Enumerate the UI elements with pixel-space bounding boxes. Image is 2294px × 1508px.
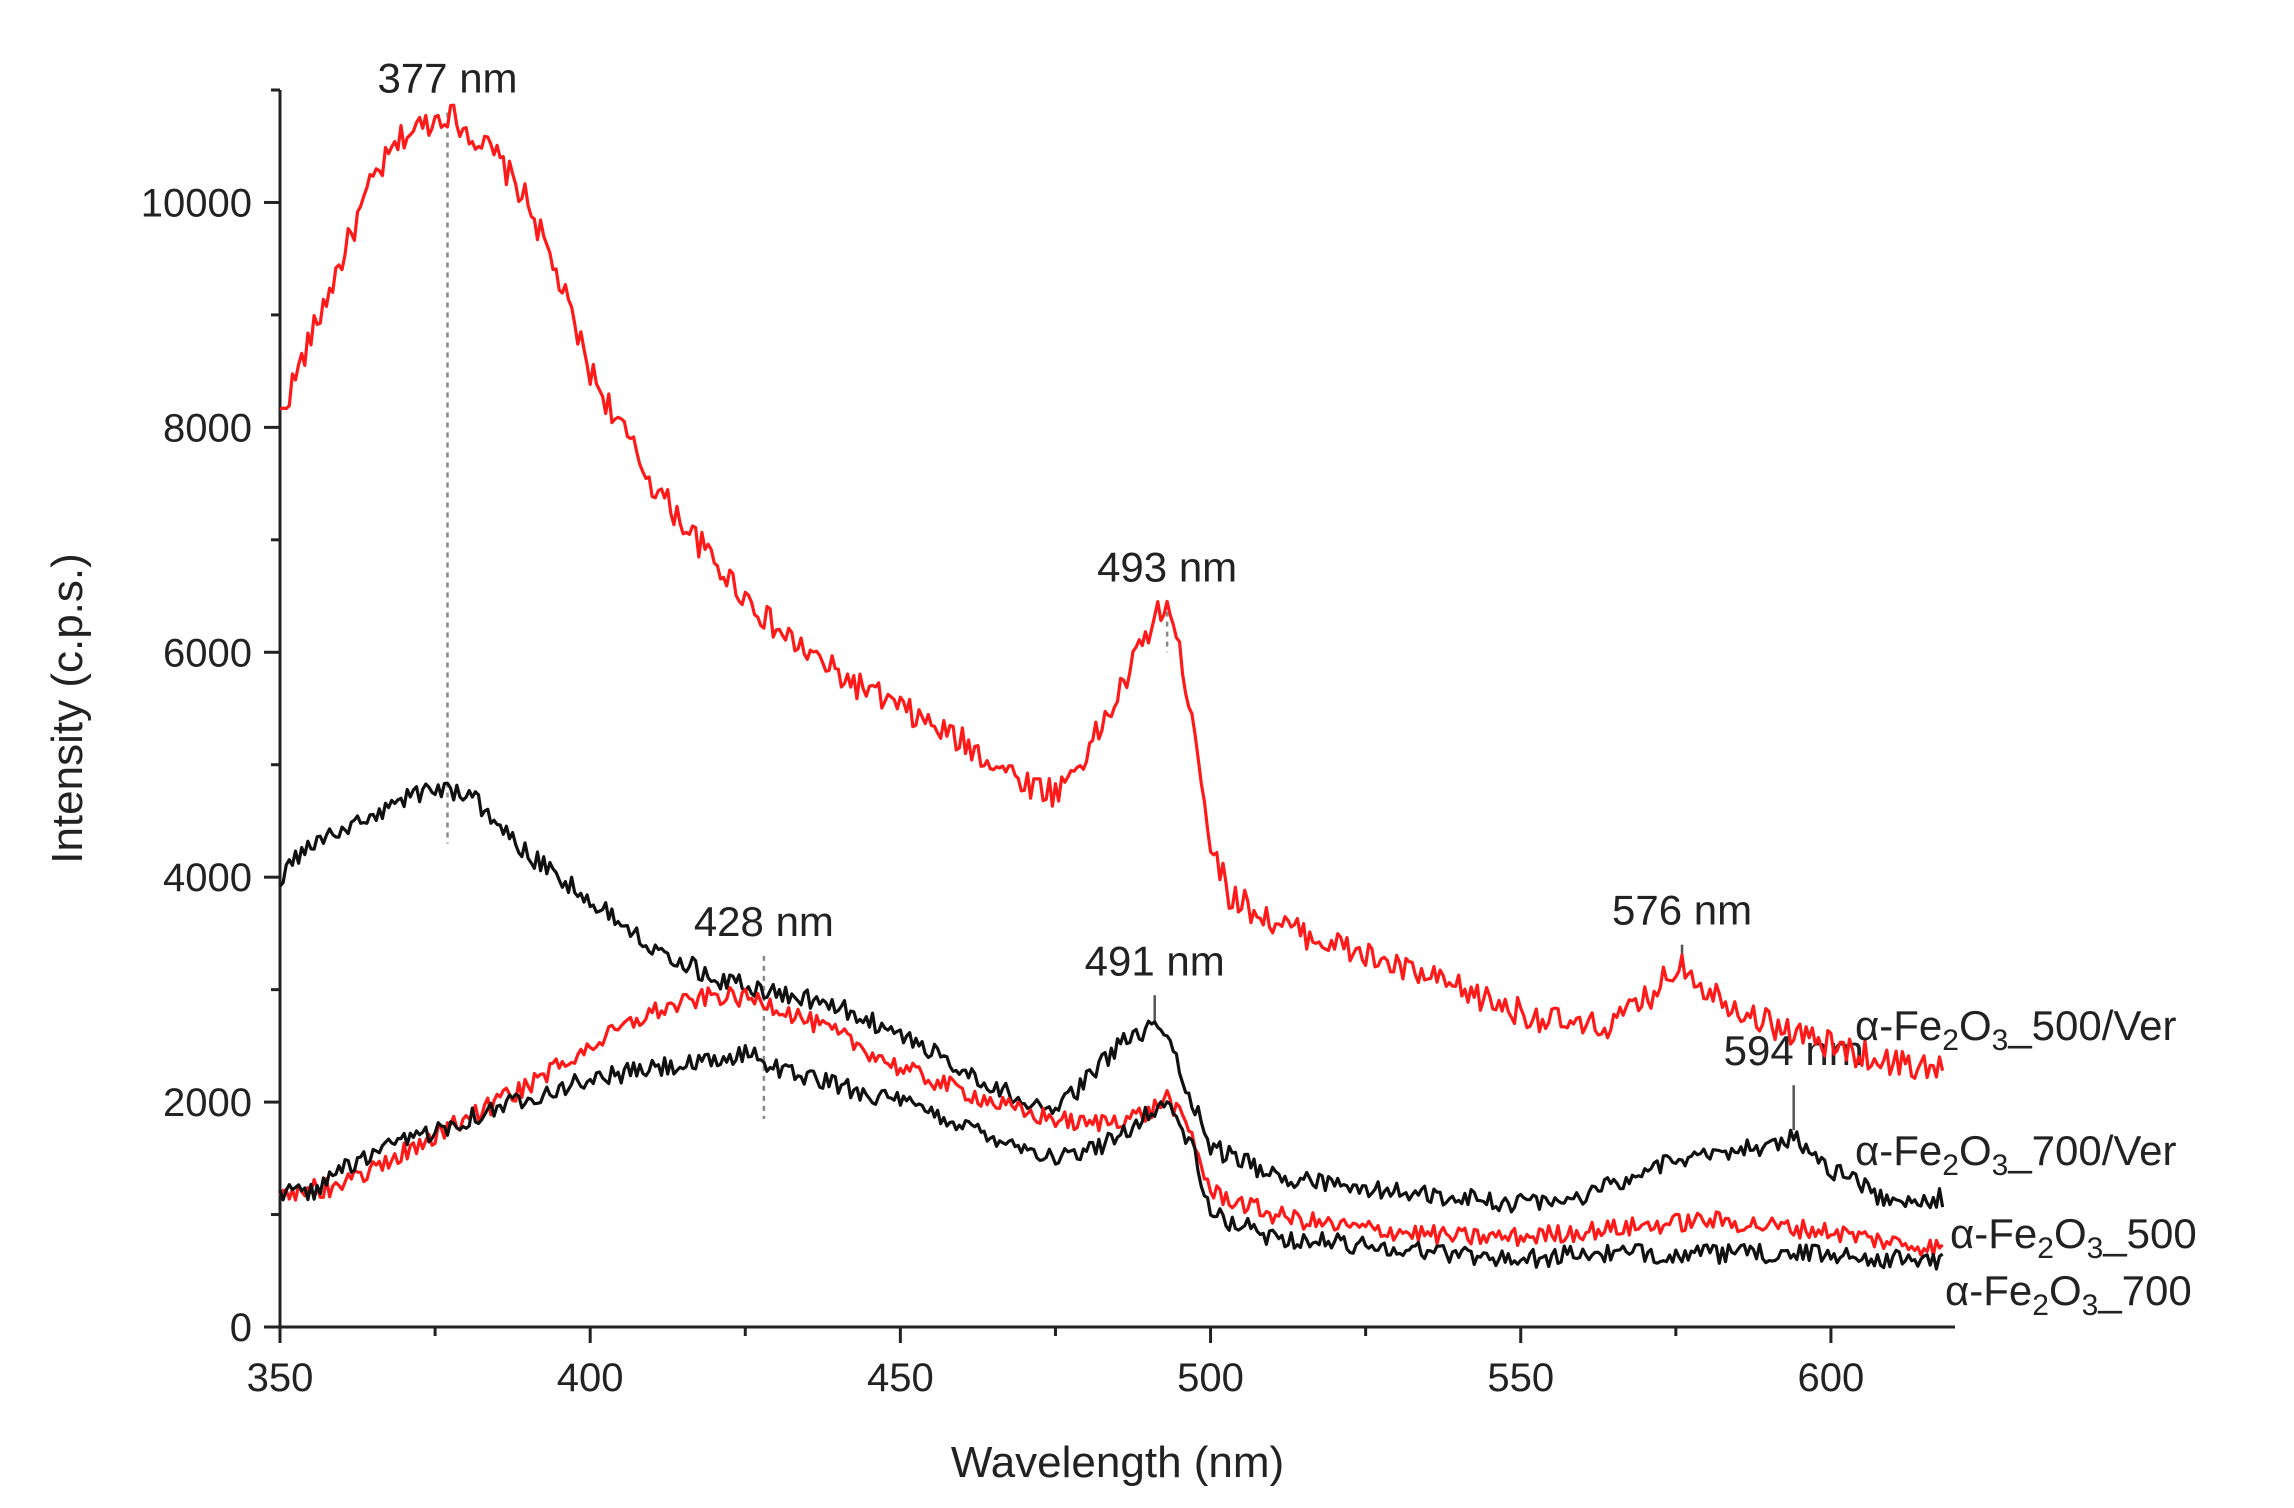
series-line <box>279 103 1945 1080</box>
y-tick-label: 2000 <box>163 1081 252 1125</box>
x-tick-label: 550 <box>1487 1356 1554 1400</box>
peak-label: 377 nm <box>377 54 517 101</box>
y-tick-label: 6000 <box>163 631 252 675</box>
series-label: α-Fe2O3_700 <box>1945 1267 2192 1322</box>
peak-label: 428 nm <box>694 898 834 945</box>
y-tick-label: 0 <box>230 1306 252 1350</box>
series-line <box>278 781 1945 1214</box>
x-tick-label: 600 <box>1798 1356 1865 1400</box>
x-axis-title: Wavelength (nm) <box>951 1438 1284 1487</box>
y-axis-title: Intensity (c.p.s.) <box>43 553 92 864</box>
series-lines <box>278 103 1945 1271</box>
series-label: α-Fe2O3_700/Ver <box>1855 1127 2176 1182</box>
series-line <box>278 985 1944 1258</box>
x-tick-label: 450 <box>867 1356 934 1400</box>
peak-label: 491 nm <box>1085 937 1225 984</box>
peak-label: 493 nm <box>1097 544 1237 591</box>
x-tick-label: 400 <box>557 1356 624 1400</box>
x-tick-label: 500 <box>1177 1356 1244 1400</box>
series-label: α-Fe2O3_500/Ver <box>1855 1002 2176 1057</box>
series-line <box>278 1044 1944 1271</box>
y-tick-label: 10000 <box>141 181 252 225</box>
y-tick-label: 4000 <box>163 856 252 900</box>
y-tick-label: 8000 <box>163 406 252 450</box>
series-label: α-Fe2O3_500 <box>1950 1210 2197 1265</box>
series-labels: α-Fe2O3_500/Ver α-Fe2O3_700/Ver α-Fe2O3_50… <box>1855 1002 2197 1322</box>
x-tick-label: 350 <box>247 1356 314 1400</box>
peak-label: 576 nm <box>1612 887 1752 934</box>
